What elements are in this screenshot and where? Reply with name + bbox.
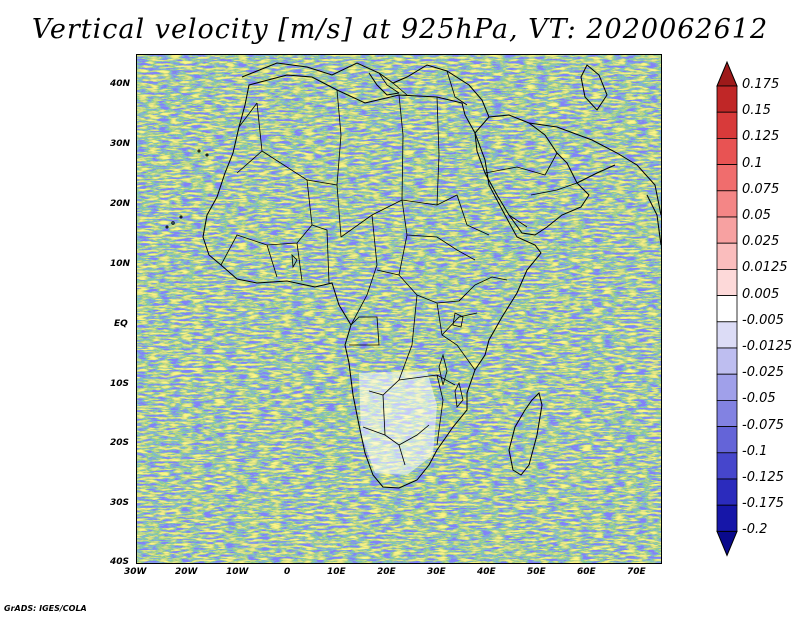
colorbar-label: 0.15	[742, 103, 771, 119]
colorbar-segment	[716, 138, 738, 166]
lon-label: 10E	[327, 567, 346, 577]
colorbar-segment	[716, 242, 738, 270]
country-borders	[220, 70, 578, 466]
map-svg	[137, 55, 661, 563]
colorbar-segment	[716, 426, 738, 454]
lon-label: 20W	[175, 567, 198, 577]
colorbar-label: -0.0125	[742, 339, 793, 354]
lon-label: 30W	[124, 567, 147, 577]
colorbar	[716, 60, 738, 557]
colorbar-label: -0.2	[742, 522, 768, 538]
colorbar-segment	[716, 295, 738, 323]
colorbar-label: -0.1	[742, 443, 768, 459]
colorbar-arrow-bottom	[716, 530, 738, 557]
lat-label: 30S	[110, 498, 130, 508]
lat-label: 30N	[110, 139, 131, 149]
footer-credit: GrADS: IGES/COLA	[4, 604, 87, 613]
colorbar-label: -0.125	[742, 470, 784, 485]
colorbar-label: -0.05	[742, 391, 776, 407]
colorbar-segment	[716, 478, 738, 506]
lon-label: 50E	[527, 567, 546, 577]
colorbar-label: 0.0125	[742, 260, 788, 276]
lakes	[291, 253, 464, 408]
lat-label: 40S	[110, 557, 130, 567]
colorbar-label: 0.025	[742, 234, 780, 250]
colorbar-label: -0.005	[742, 312, 784, 328]
velocity-field-texture-coarse	[137, 55, 661, 563]
map-plot-area	[136, 54, 662, 564]
colorbar-label: 0.05	[742, 208, 771, 223]
lon-label: 0	[284, 567, 291, 577]
chart-title: Vertical velocity [m/s] at 925hPa, VT: 2…	[31, 14, 769, 45]
lon-label: 10W	[226, 567, 249, 577]
colorbar-segment	[716, 452, 738, 480]
colorbar-label: 0.1	[742, 155, 763, 171]
colorbar-segment	[716, 268, 738, 296]
colorbar-segment	[716, 321, 738, 349]
calm-region	[359, 371, 437, 475]
colorbar-segment	[716, 85, 738, 113]
colorbar-label: 0.125	[742, 129, 780, 145]
colorbar-label: -0.175	[742, 496, 784, 512]
colorbar-label: 0.175	[742, 77, 780, 92]
colorbar-segment	[716, 373, 738, 401]
lon-label: 40E	[477, 567, 496, 577]
colorbar-label: 0.075	[742, 181, 780, 197]
colorbar-segment	[716, 190, 738, 218]
lon-label: 60E	[577, 567, 596, 577]
lon-label: 70E	[627, 567, 646, 577]
colorbar-label: -0.075	[742, 417, 784, 433]
colorbar-segment	[716, 347, 738, 375]
lat-label: 20N	[110, 199, 131, 209]
lat-label: EQ	[114, 319, 128, 329]
lat-label: 10S	[110, 379, 130, 389]
lon-label: 20E	[377, 567, 396, 577]
colorbar-segment	[716, 504, 738, 532]
colorbar-segment	[716, 111, 738, 139]
colorbar-segment	[716, 216, 738, 244]
colorbar-arrow-top	[716, 60, 738, 87]
lat-label: 10N	[110, 259, 131, 269]
colorbar-label: 0.005	[742, 286, 780, 302]
lat-label: 40N	[110, 79, 131, 89]
lat-label: 20S	[110, 438, 130, 448]
colorbar-label: -0.025	[742, 365, 784, 381]
colorbar-segment	[716, 399, 738, 427]
colorbar-segment	[716, 164, 738, 192]
lon-label: 30E	[427, 567, 446, 577]
